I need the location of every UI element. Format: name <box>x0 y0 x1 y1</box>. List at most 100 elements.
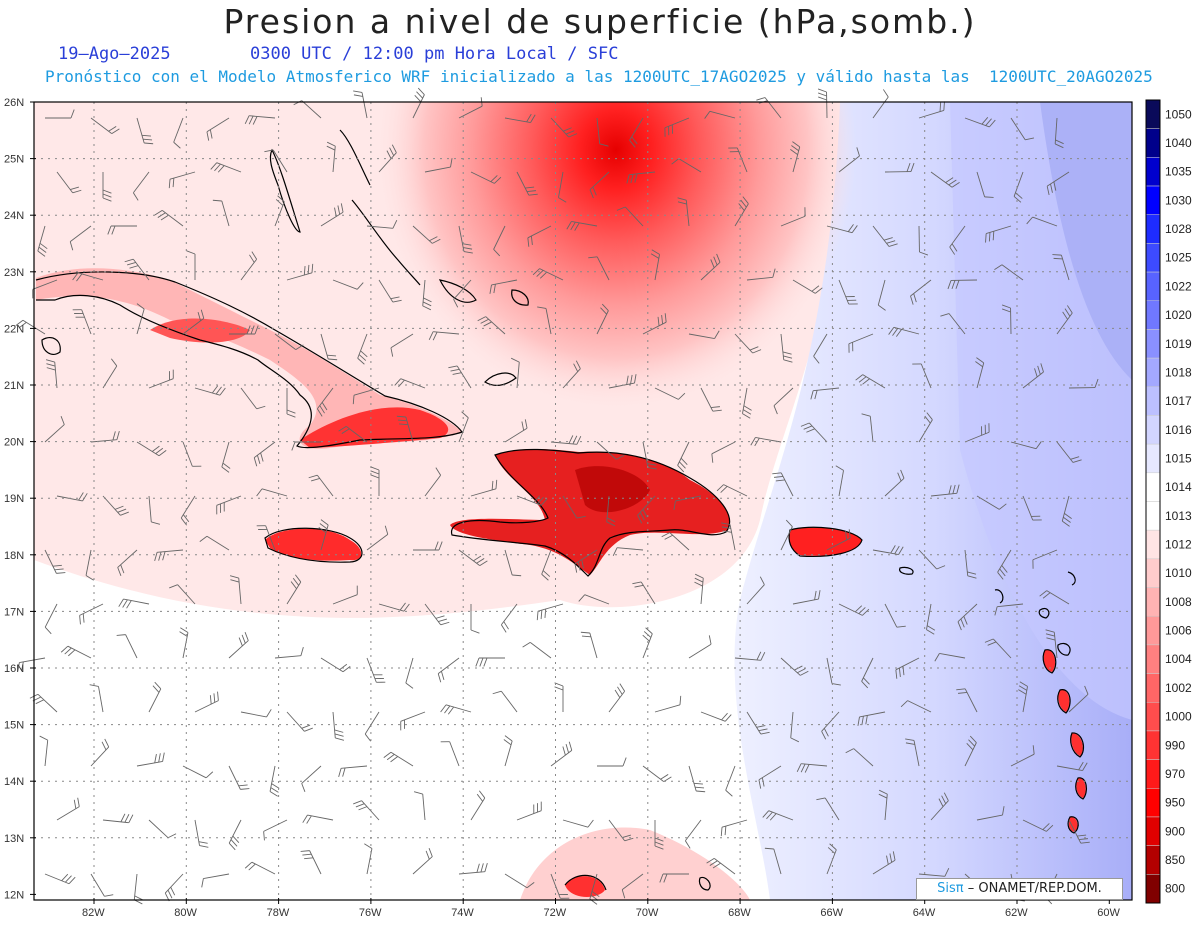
wind-barb <box>510 357 520 389</box>
wind-barb <box>1068 685 1089 713</box>
wind-barb <box>413 791 426 821</box>
wind-barb <box>596 441 625 460</box>
wind-barb <box>711 441 736 463</box>
wind-barb <box>240 251 258 281</box>
colorbar-label: 1050 <box>1165 107 1192 121</box>
wind-barb <box>440 704 472 715</box>
wind-barb <box>136 117 154 145</box>
wind-barb <box>437 657 460 683</box>
wind-barb <box>194 819 209 848</box>
colorbar-label: 1016 <box>1165 423 1192 437</box>
lat-label: 25N <box>4 154 24 166</box>
lat-label: 19N <box>4 493 24 505</box>
wind-barb <box>390 333 414 357</box>
lon-label: 66W <box>820 907 843 919</box>
wind-barb <box>792 590 821 605</box>
colorbar-label: 1004 <box>1165 652 1192 666</box>
wind-barb <box>762 810 794 821</box>
wind-barb <box>637 495 656 524</box>
wind-barb <box>477 316 506 335</box>
wind-barb <box>537 306 552 335</box>
wind-barb <box>1056 305 1073 335</box>
wind-barb <box>458 411 469 443</box>
wind-barb <box>228 819 242 851</box>
colorbar-label: 1019 <box>1165 337 1192 351</box>
wind-barb <box>308 474 334 497</box>
colorbar-label: 900 <box>1165 824 1185 838</box>
wind-barb <box>516 171 538 196</box>
wind-barb <box>212 199 230 227</box>
wind-barb <box>516 495 548 506</box>
wind-barb <box>366 219 398 229</box>
wind-barb <box>930 171 960 188</box>
wind-barb <box>366 525 389 551</box>
wind-barb <box>412 225 441 244</box>
wind-barb <box>500 603 518 633</box>
wind-barb <box>1022 363 1044 389</box>
lat-label: 14N <box>4 776 24 788</box>
wind-barb <box>320 333 338 361</box>
wind-barb <box>85 549 94 581</box>
colorbar-swatch <box>1145 415 1161 445</box>
wind-barb <box>286 574 302 605</box>
wind-barb <box>102 358 118 389</box>
wind-barb <box>746 268 776 281</box>
wind-barb <box>56 797 80 821</box>
wind-barb <box>877 279 886 311</box>
wind-barb <box>264 149 288 173</box>
wind-barb <box>394 378 426 389</box>
wind-barb <box>1068 819 1090 844</box>
wind-barb <box>796 763 828 773</box>
wind-barb <box>976 806 1005 821</box>
wind-barb <box>522 641 552 659</box>
wind-barb <box>773 387 794 415</box>
colorbar-label: 1035 <box>1165 165 1192 179</box>
wind-barb <box>688 635 712 659</box>
wind-barb <box>728 147 748 173</box>
colorbar-swatch <box>1145 357 1161 388</box>
wind-barb <box>940 313 966 335</box>
wind-barb <box>813 333 828 364</box>
colorbar-swatch <box>1145 816 1161 846</box>
lat-label: 24N <box>4 210 24 222</box>
wind-barb <box>470 604 480 634</box>
wind-barb <box>810 387 840 400</box>
wind-barb <box>136 441 167 457</box>
wind-barb <box>562 360 581 389</box>
wind-barb <box>1032 549 1058 569</box>
wind-barb <box>318 519 329 551</box>
wind-barb <box>734 651 766 661</box>
colorbar-swatch <box>1145 501 1161 531</box>
wind-barb <box>148 369 174 389</box>
wind-barb <box>504 549 522 577</box>
colorbar-swatch <box>1145 214 1161 244</box>
wind-barb <box>470 171 502 184</box>
wind-barb <box>888 326 920 337</box>
wind-barb <box>606 495 616 527</box>
wind-barb <box>1045 629 1058 659</box>
wind-barb <box>173 117 184 149</box>
wind-barb <box>817 88 828 119</box>
wind-barb <box>930 484 960 497</box>
wind-barb <box>642 313 667 335</box>
wind-barb <box>684 819 702 849</box>
wind-barb <box>182 441 202 467</box>
wind-barb <box>1046 171 1070 196</box>
wind-barb <box>90 873 114 897</box>
wind-barb <box>578 594 610 605</box>
wind-barb <box>154 549 184 562</box>
colorbar-label: 1012 <box>1165 538 1192 552</box>
colorbar-swatch <box>1145 615 1161 646</box>
lat-label: 15N <box>4 720 24 732</box>
wind-barb <box>855 374 886 389</box>
wind-barb <box>422 279 432 311</box>
wind-barb <box>562 819 594 828</box>
wind-barb <box>826 529 851 551</box>
wind-barb <box>626 171 656 184</box>
wind-barb <box>964 423 990 443</box>
wind-barb <box>790 141 801 173</box>
map-title: Presion a nivel de superficie (hPa,somb.… <box>223 2 977 41</box>
wind-barb <box>136 303 145 335</box>
wind-barb <box>1061 495 1072 527</box>
colorbar-swatch <box>1145 472 1161 502</box>
